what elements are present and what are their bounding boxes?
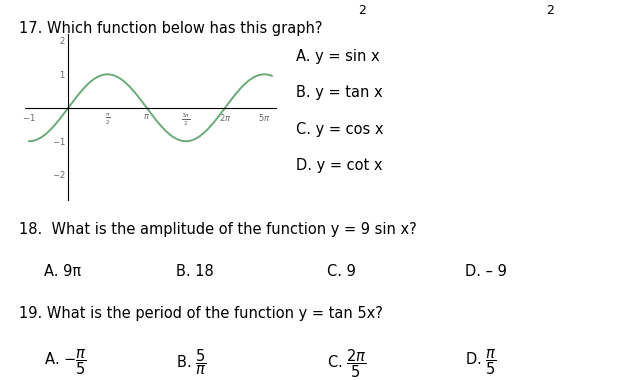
Text: $-2$: $-2$	[52, 169, 65, 180]
Text: 2: 2	[547, 4, 554, 17]
Text: B. 18: B. 18	[176, 264, 214, 279]
Text: 2: 2	[358, 4, 365, 17]
Text: 18.  What is the amplitude of the function y = 9 sin x?: 18. What is the amplitude of the functio…	[19, 222, 416, 237]
Text: $\pi$: $\pi$	[143, 112, 150, 121]
Text: $2$: $2$	[59, 35, 65, 46]
Text: B. $\dfrac{5}{\pi}$: B. $\dfrac{5}{\pi}$	[176, 348, 207, 377]
Text: 17. Which function below has this graph?: 17. Which function below has this graph?	[19, 21, 323, 36]
Text: $-1$: $-1$	[52, 136, 65, 147]
Text: 19. What is the period of the function y = tan 5x?: 19. What is the period of the function y…	[19, 306, 382, 321]
Text: $1$: $1$	[58, 69, 65, 80]
Text: D. y = cot x: D. y = cot x	[296, 158, 382, 173]
Text: C. 9: C. 9	[327, 264, 356, 279]
Text: A. y = sin x: A. y = sin x	[296, 49, 379, 64]
Text: C. $\dfrac{2\pi}{5}$: C. $\dfrac{2\pi}{5}$	[327, 348, 367, 380]
Text: C. y = cos x: C. y = cos x	[296, 122, 383, 136]
Text: $\frac{\pi}{2}$: $\frac{\pi}{2}$	[104, 112, 110, 127]
Text: $-1$: $-1$	[22, 112, 36, 123]
Text: A. $-\dfrac{\pi}{5}$: A. $-\dfrac{\pi}{5}$	[44, 348, 87, 377]
Text: $2\pi$: $2\pi$	[219, 112, 231, 123]
Text: D. – 9: D. – 9	[465, 264, 508, 279]
Text: B. y = tan x: B. y = tan x	[296, 86, 382, 100]
Text: $\frac{3\pi}{2}$: $\frac{3\pi}{2}$	[181, 112, 191, 128]
Text: D. $\dfrac{\pi}{5}$: D. $\dfrac{\pi}{5}$	[465, 348, 498, 377]
Text: A. 9π: A. 9π	[44, 264, 81, 279]
Text: $5\pi$: $5\pi$	[258, 112, 270, 123]
